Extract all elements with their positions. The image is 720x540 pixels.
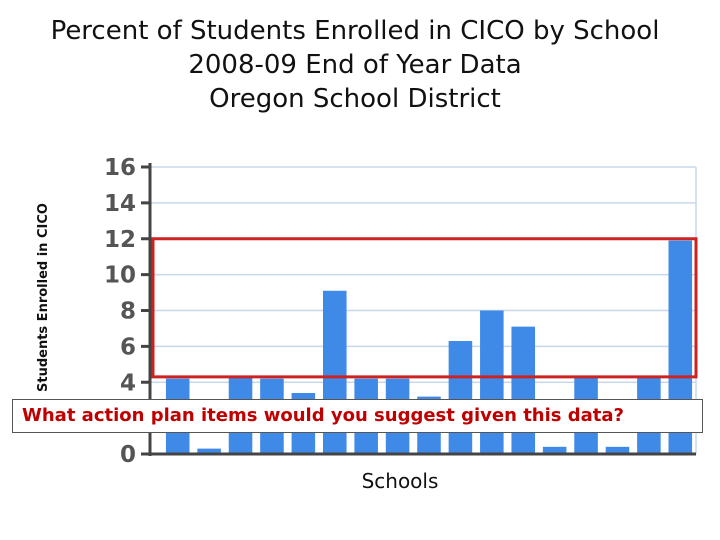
y-tick-label-16: 16 (104, 155, 136, 181)
bar-15 (605, 446, 630, 454)
y-tick-label-10: 10 (104, 263, 136, 289)
bar-10 (448, 340, 473, 454)
chart-title-line-2: 2008-09 End of Year Data (188, 50, 522, 80)
chart-title-line-3: Oregon School District (209, 84, 501, 114)
chart-title-line-1: Percent of Students Enrolled in CICO by … (50, 16, 660, 46)
bar-13 (542, 446, 567, 454)
y-tick-label-4: 4 (120, 370, 136, 396)
y-tick-label-0: 0 (120, 442, 136, 468)
y-tick-label-6: 6 (120, 334, 136, 360)
question-callout: What action plan items would you suggest… (12, 399, 703, 433)
bar-12 (511, 326, 536, 454)
highlight-box (151, 237, 698, 379)
chart-title: Percent of Students Enrolled in CICO by … (0, 14, 710, 116)
x-axis-label: Schools (361, 469, 439, 493)
y-tick-label-8: 8 (120, 299, 136, 325)
y-tick-label-14: 14 (104, 191, 136, 217)
y-tick-label-12: 12 (104, 227, 136, 253)
bar-2 (197, 448, 221, 454)
